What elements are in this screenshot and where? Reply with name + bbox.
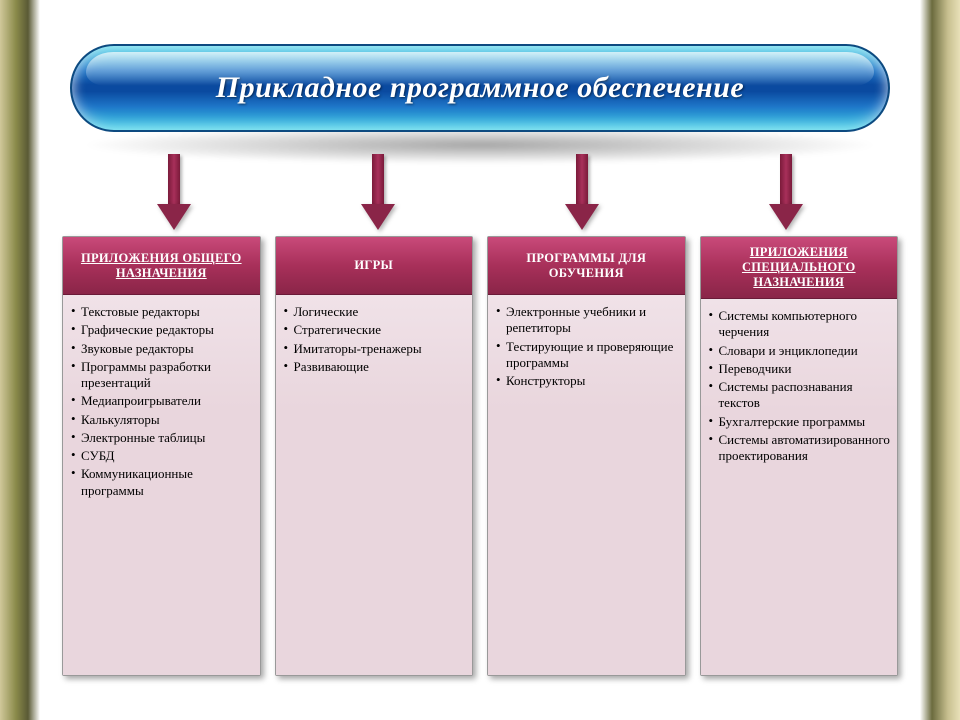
item-list: ЛогическиеСтратегическиеИмитаторы-тренаж… [280, 303, 467, 376]
list-item: Электронные учебники и репетиторы [492, 303, 679, 338]
list-item: Электронные таблицы [67, 429, 254, 447]
list-item: Имитаторы-тренажеры [280, 340, 467, 358]
list-item: Логические [280, 303, 467, 321]
column-body: Текстовые редакторыГрафические редакторы… [63, 295, 260, 675]
arrow-down-icon [365, 154, 391, 230]
title-pill: Прикладное программное обеспечение [70, 44, 890, 132]
list-item: Калькуляторы [67, 411, 254, 429]
arrow-row [44, 154, 916, 230]
list-item: Словари и энциклопедии [705, 342, 892, 360]
list-item: Текстовые редакторы [67, 303, 254, 321]
column-header: ПРИЛОЖЕНИЯ СПЕЦИАЛЬНОГО НАЗНАЧЕНИЯ [701, 237, 898, 299]
column-body: ЛогическиеСтратегическиеИмитаторы-тренаж… [276, 295, 473, 675]
list-item: Программы разработки презентаций [67, 358, 254, 393]
category-column: ПРИЛОЖЕНИЯ ОБЩЕГО НАЗНАЧЕНИЯ Текстовые ре… [62, 236, 261, 676]
list-item: Развивающие [280, 358, 467, 376]
item-list: Электронные учебники и репетиторыТестиру… [492, 303, 679, 390]
arrow-down-icon [569, 154, 595, 230]
list-item: Переводчики [705, 360, 892, 378]
list-item: Бухгалтерские программы [705, 413, 892, 431]
category-column: ПРИЛОЖЕНИЯ СПЕЦИАЛЬНОГО НАЗНАЧЕНИЯ Систем… [700, 236, 899, 676]
list-item: Медиапроигрыватели [67, 392, 254, 410]
list-item: Конструкторы [492, 372, 679, 390]
list-item: СУБД [67, 447, 254, 465]
column-body: Электронные учебники и репетиторыТестиру… [488, 295, 685, 675]
column-header: ПРОГРАММЫ ДЛЯ ОБУЧЕНИЯ [488, 237, 685, 295]
arrow-down-icon [161, 154, 187, 230]
column-body: Системы компьютерного черченияСловари и … [701, 299, 898, 675]
list-item: Графические редакторы [67, 321, 254, 339]
list-item: Коммуникационные программы [67, 465, 254, 500]
item-list: Системы компьютерного черченияСловари и … [705, 307, 892, 465]
list-item: Звуковые редакторы [67, 340, 254, 358]
decorative-bar-right [920, 0, 960, 720]
list-item: Стратегические [280, 321, 467, 339]
list-item: Системы распознавания текстов [705, 378, 892, 413]
column-header: ПРИЛОЖЕНИЯ ОБЩЕГО НАЗНАЧЕНИЯ [63, 237, 260, 295]
category-column: ПРОГРАММЫ ДЛЯ ОБУЧЕНИЯ Электронные учебни… [487, 236, 686, 676]
list-item: Тестирующие и проверяющие программы [492, 338, 679, 373]
column-header: ИГРЫ [276, 237, 473, 295]
columns-container: ПРИЛОЖЕНИЯ ОБЩЕГО НАЗНАЧЕНИЯ Текстовые ре… [44, 236, 916, 676]
item-list: Текстовые редакторыГрафические редакторы… [67, 303, 254, 500]
list-item: Системы автоматизированного проектирован… [705, 431, 892, 466]
decorative-bar-left [0, 0, 40, 720]
title-container: Прикладное программное обеспечение [70, 44, 890, 164]
page-title: Прикладное программное обеспечение [216, 71, 744, 105]
list-item: Системы компьютерного черчения [705, 307, 892, 342]
slide-stage: Прикладное программное обеспечение ПРИЛО… [44, 20, 916, 700]
arrow-down-icon [773, 154, 799, 230]
category-column: ИГРЫ ЛогическиеСтратегическиеИмитаторы-тр… [275, 236, 474, 676]
